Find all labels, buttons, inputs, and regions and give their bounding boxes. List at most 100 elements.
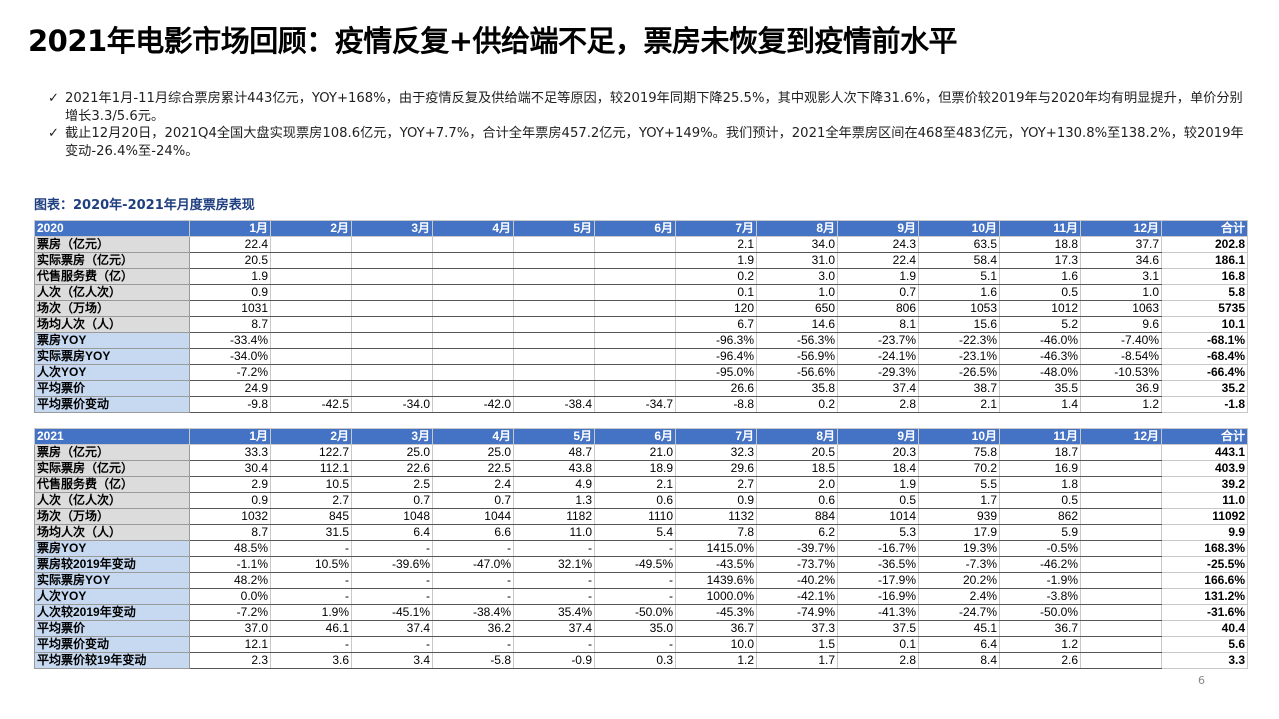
table-cell: [1080, 476, 1162, 493]
table-cell-total: 11.0: [1161, 492, 1248, 509]
table-cell: 70.2: [918, 460, 1000, 477]
column-header-month: 7月: [675, 428, 757, 445]
table-cell: 16.9: [999, 460, 1081, 477]
table-cell: [594, 380, 676, 397]
table-cell: [513, 236, 595, 253]
row-label: 场次（万场）: [34, 508, 190, 525]
table-cell: 46.1: [270, 620, 352, 637]
table-cell: 3.1: [1080, 268, 1162, 285]
table-cell: 14.6: [756, 316, 838, 333]
table-cell: 1.3: [513, 492, 595, 509]
column-header-total: 合计: [1161, 428, 1248, 445]
table-cell: 1.7: [918, 492, 1000, 509]
table-row: 实际票房YOY 48.2% - - - - -1439.6% -40.2% -17.9% 20.2…: [34, 572, 1248, 589]
table-caption: 图表：2020年-2021年月度票房表现: [34, 198, 255, 213]
table-cell: 11.0: [513, 524, 595, 541]
table-cell: [594, 284, 676, 301]
table-row: 票房（亿元） 33.3 122.7 25.0 25.0 48.7 21.0 32.3 20.5 2…: [34, 444, 1248, 461]
row-label: 场均人次（人）: [34, 524, 190, 541]
table-cell-total: 5735: [1161, 300, 1248, 317]
table-row: 代售服务费（亿） 2.9 10.5 2.5 2.4 4.9 2.1 2.7 2.0 1.9 5.5 1…: [34, 476, 1248, 493]
column-header-month: 2月: [270, 428, 352, 445]
table-cell: 1182: [513, 508, 595, 525]
table-cell: -: [351, 540, 433, 557]
table-cell: [432, 300, 514, 317]
row-label: 实际票房YOY: [34, 572, 190, 589]
table-cell-total: 403.9: [1161, 460, 1248, 477]
table-cell: [1080, 508, 1162, 525]
table-cell: [1080, 460, 1162, 477]
table-cell: -96.3%: [675, 332, 757, 349]
table-cell: 31.0: [756, 252, 838, 269]
table-cell: 22.4: [189, 236, 271, 253]
table-cell: [1080, 588, 1162, 605]
table-cell: [351, 252, 433, 269]
table-cell: 0.5: [837, 492, 919, 509]
table-cell: 1.7: [756, 652, 838, 669]
table-cell: 2.0: [756, 476, 838, 493]
table-cell: -74.9%: [756, 604, 838, 621]
table-cell: 34.0: [756, 236, 838, 253]
table-row: 平均票价 37.0 46.1 37.4 36.2 37.4 35.0 36.7 37.3 37.5…: [34, 620, 1248, 637]
table-cell: -: [513, 636, 595, 653]
bullet-item: ✓ 2021年1月-11月综合票房累计443亿元，YOY+168%，由于疫情反复…: [48, 90, 1248, 125]
column-header-month: 9月: [837, 428, 919, 445]
bullet-item: ✓ 截止12月20日，2021Q4全国大盘实现票房108.6亿元，YOY+7.7…: [48, 125, 1248, 160]
table-cell: [1080, 540, 1162, 557]
table-cell: 48.5%: [189, 540, 271, 557]
table-cell: 650: [756, 300, 838, 317]
table-cell: 20.5: [189, 252, 271, 269]
table-cell: [351, 348, 433, 365]
table-cell: -47.0%: [432, 556, 514, 573]
table-cell: 1.2: [675, 652, 757, 669]
table-cell: -10.53%: [1080, 364, 1162, 381]
table-cell: [513, 380, 595, 397]
table-cell: -23.1%: [918, 348, 1000, 365]
table-cell: 36.7: [999, 620, 1081, 637]
row-label: 票房较2019年变动: [34, 556, 190, 573]
table-cell: [351, 316, 433, 333]
row-label: 实际票房（亿元）: [34, 460, 190, 477]
table-cell-total: -25.5%: [1161, 556, 1248, 573]
table-header-row: 2021 1月 2月 3月 4月 5月 6月 7月 8月 9月 10月 11月 12月 合计: [34, 428, 1248, 445]
column-header-month: 10月: [918, 220, 1000, 237]
row-label: 票房YOY: [34, 332, 190, 349]
table-cell: 1.9: [675, 252, 757, 269]
table-cell-total: 5.8: [1161, 284, 1248, 301]
table-cell: 19.3%: [918, 540, 1000, 557]
table-cell: -29.3%: [837, 364, 919, 381]
table-cell: -: [432, 572, 514, 589]
table-cell-total: 5.6: [1161, 636, 1248, 653]
table-cell: -24.1%: [837, 348, 919, 365]
table-cell: 1.9: [189, 268, 271, 285]
table-cell: 5.2: [999, 316, 1081, 333]
column-header-month: 3月: [351, 428, 433, 445]
table-cell: 6.4: [918, 636, 1000, 653]
table-cell: 0.9: [189, 284, 271, 301]
table-cell: 45.1: [918, 620, 1000, 637]
table-cell: -1.9%: [999, 572, 1081, 589]
table-cell: -: [270, 540, 352, 557]
table-cell: -3.8%: [999, 588, 1081, 605]
table-cell: [432, 380, 514, 397]
table-cell: 1110: [594, 508, 676, 525]
table-cell: 7.8: [675, 524, 757, 541]
table-cell: 1.9: [837, 268, 919, 285]
page-title: 2021年电影市场回顾：疫情反复+供给端不足，票房未恢复到疫情前水平: [28, 24, 958, 58]
table-cell: [432, 284, 514, 301]
table-cell: 31.5: [270, 524, 352, 541]
column-header-month: 11月: [999, 220, 1081, 237]
table-cell: -24.7%: [918, 604, 1000, 621]
table-cell: 8.1: [837, 316, 919, 333]
table-row: 平均票价较19年变动 2.3 3.6 3.4 -5.8 -0.9 0.3 1.2 1.7 2.8 8…: [34, 652, 1248, 669]
column-header-total: 合计: [1161, 220, 1248, 237]
table-cell: [432, 332, 514, 349]
table-cell: 1063: [1080, 300, 1162, 317]
table-cell: [270, 332, 352, 349]
table-cell: 1.5: [756, 636, 838, 653]
table-cell: 37.0: [189, 620, 271, 637]
table-cell: [1080, 524, 1162, 541]
table-cell: -39.7%: [756, 540, 838, 557]
table-cell: 5.3: [837, 524, 919, 541]
table-cell: 25.0: [351, 444, 433, 461]
